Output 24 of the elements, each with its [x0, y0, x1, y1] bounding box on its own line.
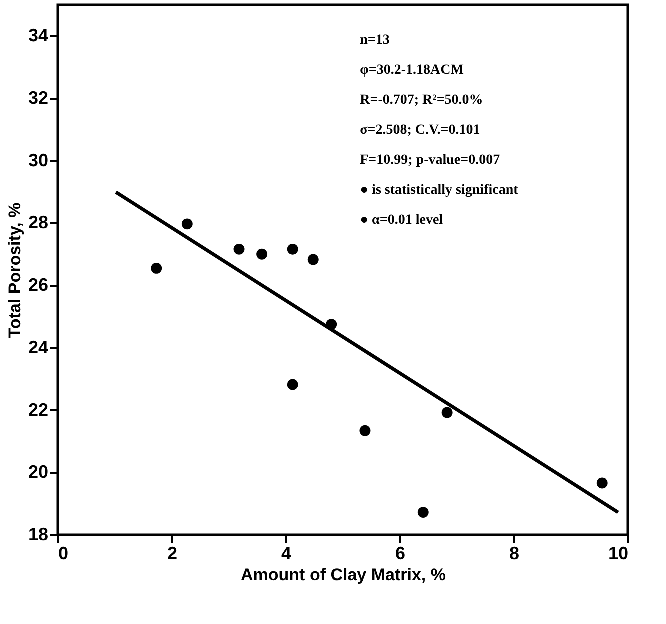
y-tick-label: 32	[28, 88, 48, 108]
y-axis-title: Total Porosity, %	[5, 202, 24, 338]
annotation: σ=2.508; C.V.=0.101	[360, 123, 480, 138]
x-axis-title: Amount of Clay Matrix, %	[241, 566, 446, 584]
y-tick-label: 30	[28, 150, 48, 170]
annotation: ● α=0.01 level	[360, 213, 444, 228]
annotation: φ=30.2-1.18ACM	[360, 63, 464, 78]
y-tick-label: 24	[28, 337, 48, 358]
x-tick-label: 4	[281, 544, 292, 564]
annotation: ● is statistically significant	[360, 183, 519, 198]
x-tick-label: 2	[167, 544, 178, 564]
y-tick-label: 22	[28, 400, 48, 420]
x-tick-label: 0	[58, 544, 69, 564]
x-tick-label: 10	[608, 544, 628, 564]
y-tick-label: 20	[28, 462, 48, 482]
y-tick-label: 18	[28, 524, 48, 544]
x-tick-label: 8	[509, 544, 520, 564]
y-tick-label: 28	[28, 212, 48, 233]
annotation: n=13	[360, 33, 390, 48]
y-tick-label: 26	[28, 275, 48, 296]
y-tick-label: 34	[28, 26, 48, 46]
x-tick-label: 6	[395, 544, 406, 564]
annotation: R=-0.707; R²=50.0%	[360, 93, 484, 108]
annotation: F=10.99; p-value=0.007	[360, 153, 500, 168]
